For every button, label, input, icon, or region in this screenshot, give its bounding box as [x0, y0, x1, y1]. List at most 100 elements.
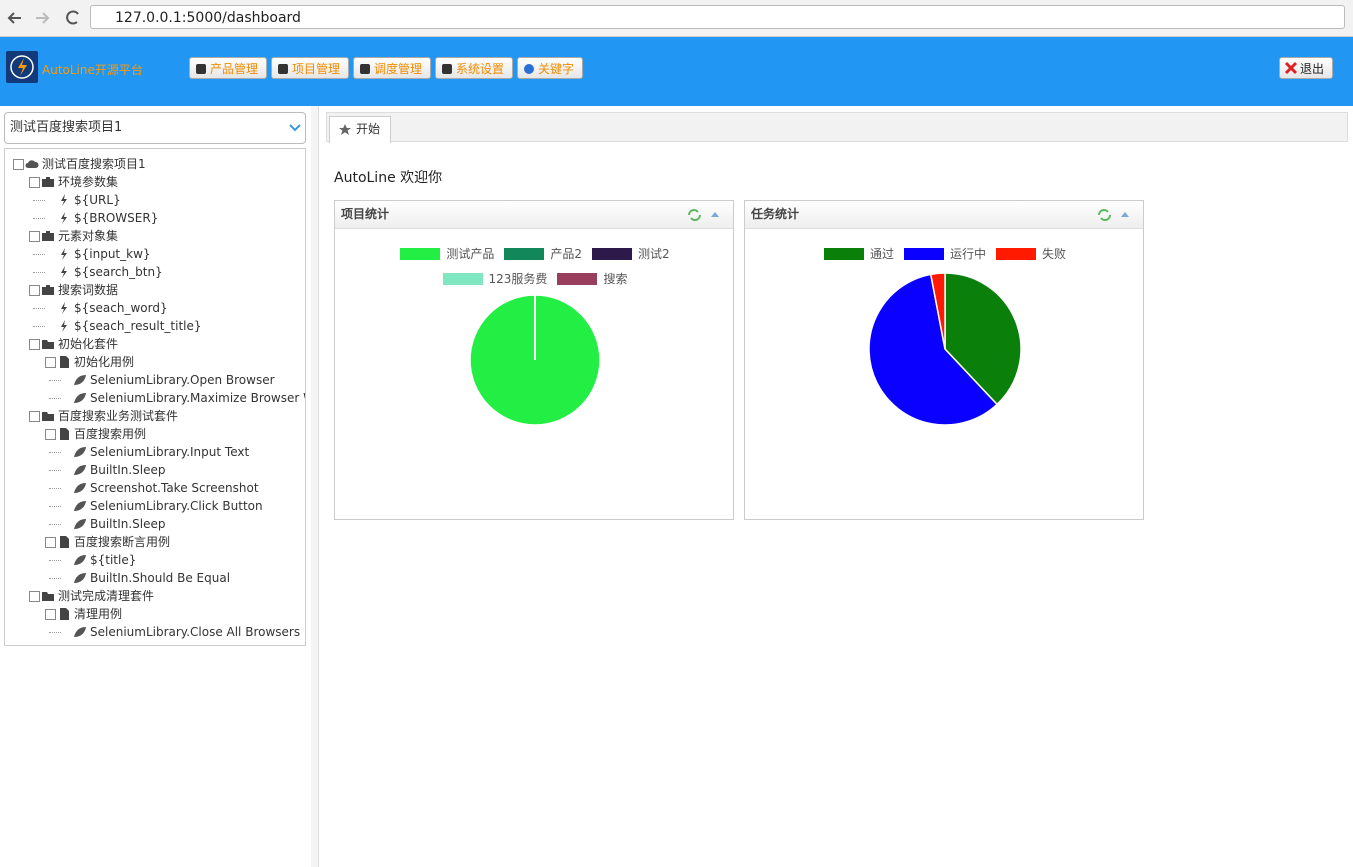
- tree-icon: [25, 160, 39, 168]
- tree-toggle: [29, 339, 40, 350]
- tree-toggle: [29, 591, 40, 602]
- pie-slice: [929, 272, 946, 350]
- tree-node[interactable]: ${URL}: [57, 191, 121, 209]
- tree-branch: [33, 317, 45, 327]
- project-select[interactable]: 测试百度搜索项目1: [4, 112, 306, 144]
- legend-item[interactable]: 测试2: [592, 245, 670, 262]
- tree-node[interactable]: ${title}: [73, 551, 136, 569]
- tree-icon: [60, 428, 69, 440]
- nav-button[interactable]: 调度管理: [353, 57, 431, 79]
- tree-node[interactable]: BuiltIn.Sleep: [73, 461, 166, 479]
- url-bar[interactable]: 127.0.0.1:5000/dashboard: [90, 5, 1345, 29]
- pie-slice: [868, 273, 999, 426]
- bolt-icon: [61, 302, 67, 314]
- file-icon: [60, 428, 69, 440]
- tree-node[interactable]: 百度搜索用例: [57, 425, 146, 443]
- leaf-icon: [74, 465, 86, 475]
- folder-icon: [42, 340, 54, 349]
- tree-toggle: [13, 159, 24, 170]
- legend-item[interactable]: 测试产品: [400, 245, 494, 262]
- tree-label: ${seach_result_title}: [74, 319, 202, 333]
- tree-node[interactable]: SeleniumLibrary.Close All Browsers: [73, 623, 300, 641]
- nav-button[interactable]: 关键字: [517, 57, 583, 79]
- panel-header: 任务统计: [745, 201, 1143, 229]
- tree-icon: [60, 356, 69, 368]
- tree-node[interactable]: ${BROWSER}: [57, 209, 158, 227]
- nav-button[interactable]: 产品管理: [189, 57, 267, 79]
- tree-label: 百度搜索业务测试套件: [58, 409, 179, 423]
- tree-icon: [61, 302, 67, 314]
- tree-node[interactable]: ${search_btn}: [57, 263, 163, 281]
- tree-icon: [60, 608, 69, 620]
- legend-label: 测试产品: [446, 247, 495, 261]
- nav-label: 调度管理: [374, 62, 423, 76]
- panel-tools: [688, 209, 719, 221]
- tree-node[interactable]: 清理用例: [57, 605, 122, 623]
- leaf-icon: [74, 519, 86, 529]
- legend-swatch: [823, 247, 864, 260]
- nav-icon: [196, 64, 206, 74]
- nav-icons: [7, 10, 79, 25]
- tree-node[interactable]: BuiltIn.Should Be Equal: [73, 569, 230, 587]
- refresh-icon: [688, 209, 701, 221]
- nav-icon: [442, 64, 452, 74]
- tree-node[interactable]: SeleniumLibrary.Click Button: [73, 497, 263, 515]
- panel-title: 任务统计: [751, 207, 800, 221]
- tree-node[interactable]: 测试百度搜索项目1: [25, 155, 146, 173]
- tree-icon: [42, 412, 54, 421]
- tree-label: ${input_kw}: [74, 247, 151, 261]
- tree-node[interactable]: 初始化用例: [57, 353, 134, 371]
- tree-icon: [74, 519, 86, 529]
- tree-label: ${seach_word}: [74, 301, 168, 315]
- tree-label: ${title}: [90, 553, 137, 567]
- legend-swatch: [903, 247, 944, 260]
- tree-branch: [49, 497, 61, 507]
- nav-button[interactable]: 系统设置: [435, 57, 513, 79]
- tree-label: 百度搜索用例: [74, 427, 147, 441]
- tree-branch: [49, 551, 61, 561]
- select-value: 测试百度搜索项目1: [10, 120, 123, 135]
- bolt-icon: [61, 320, 67, 332]
- nav-button[interactable]: 项目管理: [271, 57, 349, 79]
- tree-toggle: [45, 429, 56, 440]
- legend-item[interactable]: 产品2: [504, 245, 582, 262]
- tree-node[interactable]: ${input_kw}: [57, 245, 151, 263]
- tree-node[interactable]: 百度搜索业务测试套件: [41, 407, 178, 425]
- tree-branch: [33, 245, 45, 255]
- tree-icon: [74, 465, 86, 475]
- tree-node[interactable]: SeleniumLibrary.Open Browser: [73, 371, 275, 389]
- tree-node[interactable]: SeleniumLibrary.Maximize Browser Window: [73, 389, 305, 407]
- legend-label: 失败: [1042, 247, 1067, 261]
- legend: 通过 运行中 失败: [800, 245, 1090, 262]
- tree-node[interactable]: 搜索词数据: [41, 281, 118, 299]
- tree-label: BuiltIn.Sleep: [90, 463, 166, 477]
- tree-node[interactable]: 测试完成清理套件: [41, 587, 154, 605]
- legend-item[interactable]: 123服务费: [442, 270, 547, 287]
- legend-item[interactable]: 通过: [823, 245, 894, 262]
- splitter[interactable]: [311, 106, 319, 867]
- tree-branch: [49, 623, 61, 633]
- tree-node[interactable]: 环境参数集: [41, 173, 118, 191]
- tree-node[interactable]: BuiltIn.Sleep: [73, 515, 166, 533]
- tree-node[interactable]: Screenshot.Take Screenshot: [73, 479, 259, 497]
- tree-label: 测试百度搜索项目1: [42, 157, 146, 171]
- nav-label: 关键字: [538, 62, 575, 76]
- tree-node[interactable]: SeleniumLibrary.Input Text: [73, 443, 249, 461]
- tab-strip: [326, 112, 1348, 142]
- tab[interactable]: 开始: [329, 116, 391, 143]
- legend-item[interactable]: 失败: [996, 245, 1066, 262]
- logout-button[interactable]: 退出: [1279, 57, 1333, 79]
- tree-node[interactable]: ${seach_result_title}: [57, 317, 202, 335]
- tree-node[interactable]: ${seach_word}: [57, 299, 168, 317]
- tree-branch: [49, 389, 61, 399]
- legend-item[interactable]: 搜索: [557, 270, 627, 287]
- legend-swatch: [504, 247, 545, 260]
- tree-label: 初始化套件: [58, 337, 119, 351]
- icon-shape: [278, 64, 288, 74]
- legend-item[interactable]: 运行中: [903, 245, 986, 262]
- tree-node[interactable]: 百度搜索断言用例: [57, 533, 170, 551]
- tree-node[interactable]: 元素对象集: [41, 227, 118, 245]
- icon-shape: [442, 64, 452, 74]
- tree-branch: [33, 299, 45, 309]
- tree-node[interactable]: 初始化套件: [41, 335, 118, 353]
